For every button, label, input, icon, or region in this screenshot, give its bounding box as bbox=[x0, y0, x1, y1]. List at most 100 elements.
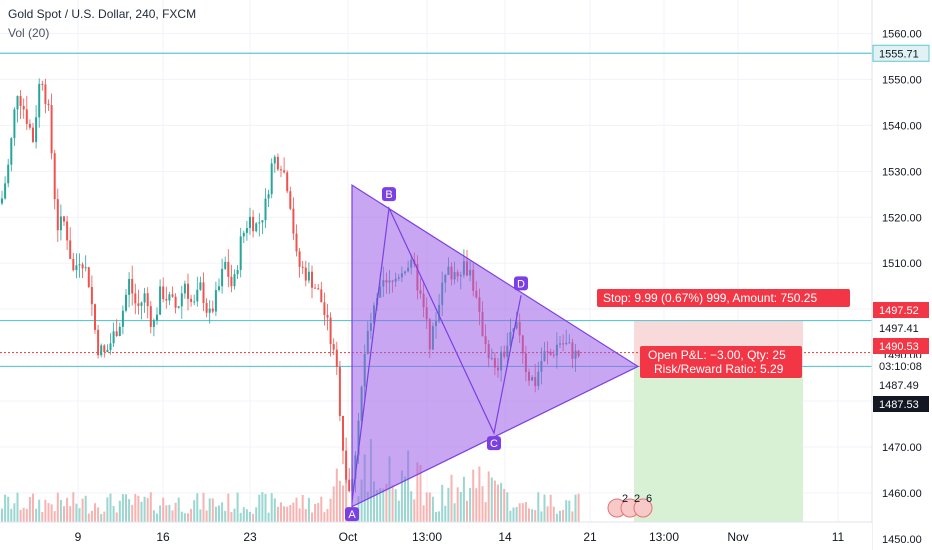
volume-bar bbox=[280, 502, 282, 522]
candle-body bbox=[180, 293, 183, 307]
price-tag bbox=[873, 338, 929, 354]
volume-bar bbox=[264, 493, 267, 522]
volume-bar bbox=[304, 509, 307, 522]
volume-bar bbox=[518, 503, 521, 522]
volume-bar bbox=[490, 477, 493, 522]
volume-bar bbox=[44, 499, 47, 522]
volume-bar bbox=[385, 483, 388, 522]
volume-bar bbox=[524, 502, 527, 522]
price-tick-label: 1450.00 bbox=[882, 534, 922, 546]
candle-body bbox=[128, 278, 131, 295]
volume-bar bbox=[261, 492, 264, 522]
volume-bars bbox=[1, 438, 580, 522]
volume-bar bbox=[301, 494, 304, 522]
volume-bar bbox=[413, 499, 416, 522]
volume-bar bbox=[137, 495, 140, 522]
volume-bar bbox=[571, 511, 574, 522]
volume-bar bbox=[410, 491, 413, 522]
volume-bar bbox=[382, 488, 385, 522]
candle-body bbox=[304, 267, 307, 281]
candle-body bbox=[47, 103, 50, 106]
position-tool[interactable]: Stop: 9.99 (0.67%) 999, Amount: 750.25 Op… bbox=[597, 289, 850, 518]
volume-bar bbox=[503, 488, 506, 522]
candle-body bbox=[13, 109, 16, 139]
candle-body bbox=[233, 274, 236, 287]
candle-body bbox=[329, 317, 332, 345]
volume-bar bbox=[103, 511, 106, 522]
time-tick-label: Oct bbox=[339, 530, 358, 544]
candle-body bbox=[239, 236, 242, 270]
candle-body bbox=[292, 208, 295, 234]
volume-bar bbox=[149, 492, 152, 522]
price-axis: 1450.001460.001470.001480.001490.001500.… bbox=[871, 0, 932, 550]
volume-bar bbox=[450, 474, 453, 522]
candle-body bbox=[295, 233, 298, 252]
volume-bar bbox=[4, 494, 7, 522]
volume-bar bbox=[199, 509, 202, 522]
volume-bar bbox=[56, 492, 59, 522]
candle-body bbox=[63, 216, 65, 222]
volume-bar bbox=[528, 508, 530, 522]
candle-body bbox=[335, 349, 338, 367]
candle-body bbox=[100, 345, 103, 356]
candle-body bbox=[338, 366, 341, 416]
candle-body bbox=[320, 289, 323, 303]
candle-body bbox=[289, 191, 292, 209]
candle-body bbox=[81, 264, 84, 269]
price-tick-label: 1530.00 bbox=[882, 166, 922, 178]
candle-body bbox=[19, 96, 22, 106]
candle-body bbox=[267, 194, 270, 199]
volume-bar bbox=[478, 466, 481, 522]
candle-body bbox=[38, 83, 41, 118]
candle-body bbox=[317, 288, 320, 290]
time-tick-label: 21 bbox=[583, 530, 597, 544]
time-tick-label: 13:00 bbox=[412, 530, 442, 544]
candle-body bbox=[202, 282, 205, 303]
stop-info-box[interactable] bbox=[597, 289, 850, 307]
time-tick-label: 11 bbox=[832, 530, 845, 544]
axis-background bbox=[872, 0, 932, 550]
candle-body bbox=[276, 156, 279, 170]
candle-body bbox=[332, 344, 335, 350]
candle-body bbox=[208, 308, 211, 313]
price-tick-label: 1510.00 bbox=[882, 258, 922, 270]
volume-bar bbox=[38, 499, 41, 522]
volume-bar bbox=[183, 513, 186, 522]
pnl-info-box[interactable] bbox=[640, 346, 802, 378]
volume-bar bbox=[165, 505, 168, 522]
volume-bar bbox=[255, 507, 258, 522]
volume-bar bbox=[134, 493, 137, 522]
volume-bar bbox=[22, 507, 25, 522]
candle-body bbox=[75, 265, 78, 271]
candle-body bbox=[249, 216, 251, 229]
candle-body bbox=[121, 310, 124, 327]
candle-body bbox=[125, 294, 127, 311]
volume-bar bbox=[118, 500, 121, 522]
candle-body bbox=[211, 308, 214, 312]
candle-body bbox=[342, 415, 344, 451]
triangle-pattern[interactable]: A B C D bbox=[345, 184, 640, 522]
volume-bar bbox=[208, 498, 211, 522]
triangle-shape[interactable] bbox=[351, 184, 640, 508]
pattern-point-label: D bbox=[517, 278, 525, 290]
volume-bar bbox=[342, 485, 344, 522]
candle-body bbox=[199, 282, 202, 290]
candle-body bbox=[22, 105, 25, 110]
volume-bar bbox=[28, 496, 31, 522]
volume-bar bbox=[66, 497, 69, 522]
candle-body bbox=[56, 199, 59, 231]
volume-bar bbox=[329, 498, 332, 522]
volume-bar bbox=[78, 508, 81, 522]
volume-bar bbox=[314, 504, 317, 522]
price-tag bbox=[873, 396, 929, 412]
volume-bar bbox=[152, 510, 155, 522]
price-tick-label: 1460.00 bbox=[882, 488, 922, 500]
candle-body bbox=[59, 216, 62, 231]
volume-bar bbox=[323, 512, 326, 522]
candle-body bbox=[298, 251, 301, 267]
volume-bar bbox=[187, 513, 189, 522]
volume-bar bbox=[63, 506, 65, 522]
time-axis: 9 16 23 Oct 13:00 14 21 13:00 Nov 11 bbox=[0, 521, 872, 550]
volume-bar bbox=[143, 496, 146, 522]
